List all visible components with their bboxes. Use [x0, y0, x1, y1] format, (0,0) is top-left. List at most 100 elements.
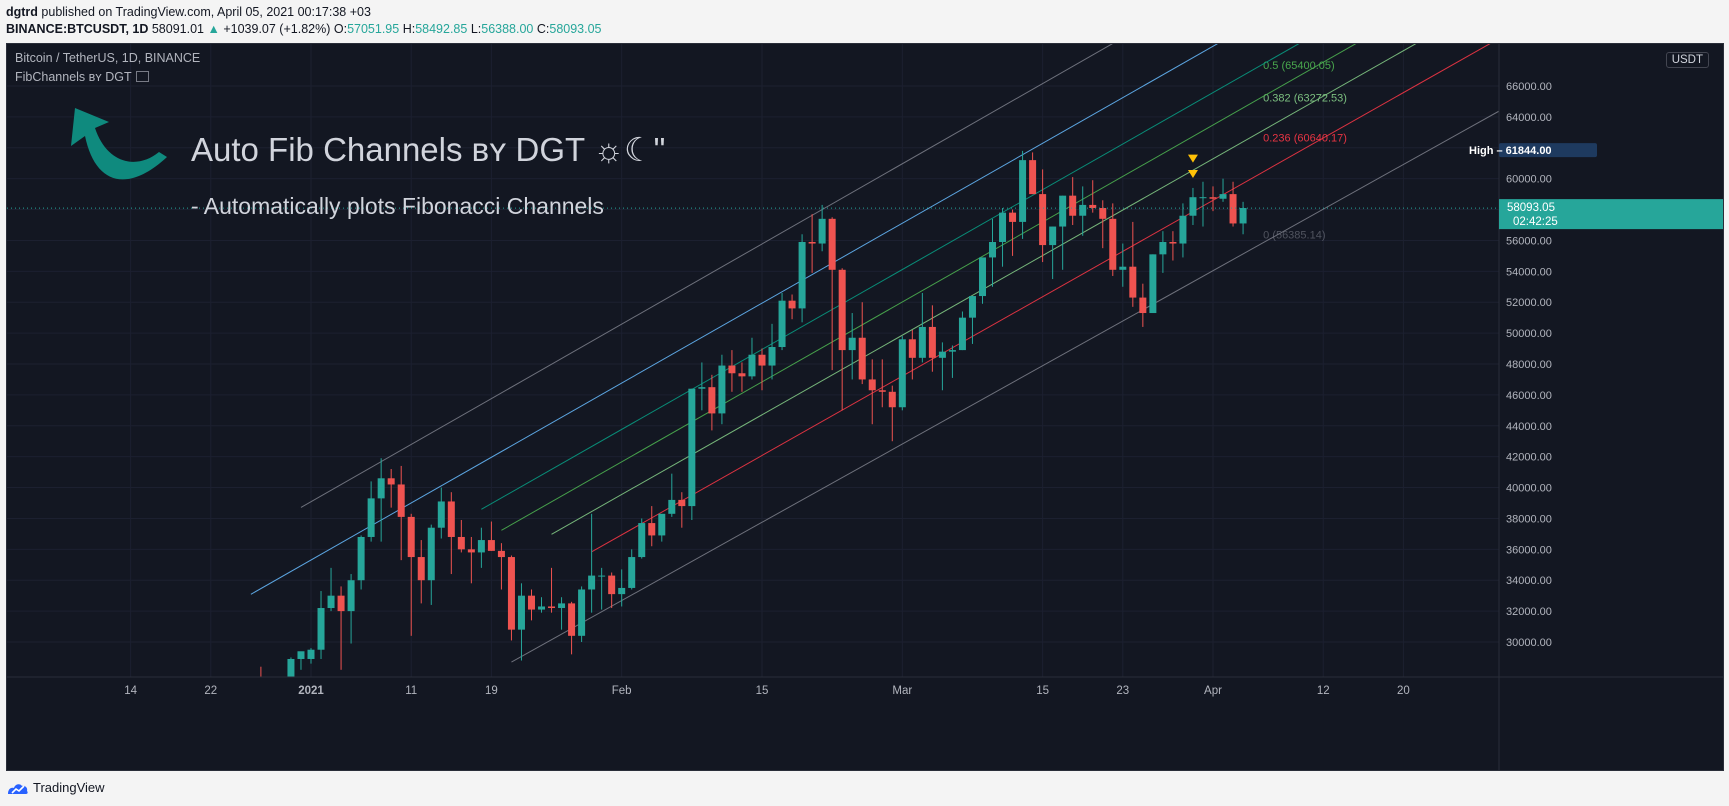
candle-body: [1149, 254, 1157, 314]
candle-body: [598, 575, 606, 577]
candle-body: [1209, 197, 1217, 199]
high-value: 58492.85: [415, 21, 468, 36]
candle-body: [447, 501, 455, 537]
candle-body: [247, 698, 254, 724]
change-value: +1039.07 (+1.82%): [223, 21, 331, 36]
indicator-settings-icon[interactable]: [135, 71, 149, 82]
candle-body: [497, 550, 505, 558]
candle-body: [1049, 226, 1057, 246]
fib-label-0: 0 (56385.14): [1263, 229, 1325, 241]
last-value: 58091.01: [151, 21, 204, 36]
candle-body: [1129, 266, 1137, 298]
time-tick-label: 23: [1116, 685, 1129, 697]
candle-body: [397, 484, 405, 517]
candle-body: [558, 603, 566, 609]
plot-area: 0 (56385.14) 0.236 (60640.17) 0.382 (63272…: [7, 44, 1499, 747]
annotation-subtitle: - Automatically plots Fibonacci Channels: [191, 193, 604, 219]
candle-body: [568, 603, 576, 636]
legend-indicator[interactable]: FibChannels ʙʏ DGT: [15, 70, 149, 84]
candle-body: [357, 536, 365, 581]
candle-body: [457, 536, 465, 550]
high-label: H:: [402, 21, 416, 36]
fib-line-0: [511, 110, 1499, 663]
chart-pane[interactable]: 0 (56385.14) 0.236 (60640.17) 0.382 (63272…: [6, 43, 1724, 771]
time-tick-label: Apr: [1204, 685, 1222, 697]
footer-brand[interactable]: TradingView: [33, 780, 105, 795]
price-tick-label: 48000.00: [1506, 359, 1552, 371]
candle-body: [1219, 194, 1227, 199]
author[interactable]: dgtrd: [6, 5, 38, 19]
candle-body: [1159, 241, 1167, 255]
candle-body: [1029, 160, 1037, 195]
annotation-arrow-shape: [71, 108, 167, 180]
indicator-name[interactable]: FibChannels ʙʏ DGT: [15, 70, 132, 84]
candle-body: [968, 296, 976, 318]
fib-line-0.236: [591, 44, 1491, 553]
candle-body: [858, 337, 866, 380]
symbol-interval: BINANCE:BTCUSDT, 1D: [6, 21, 149, 36]
candle-body: [538, 606, 546, 610]
candle-body: [798, 241, 806, 309]
candle-body: [1189, 197, 1197, 216]
candle-body: [377, 478, 385, 499]
candle-body: [768, 347, 776, 366]
candle-body: [1089, 204, 1097, 209]
candle-body: [708, 387, 716, 414]
fib-line-0.5: [501, 44, 1357, 531]
price-tick-label: 64000.00: [1506, 112, 1552, 124]
low-label: L:: [470, 21, 482, 36]
candle-body: [608, 575, 616, 595]
candle-body: [668, 499, 676, 514]
candle-body: [658, 513, 666, 536]
time-tick-label: 11: [405, 685, 417, 697]
legend-symbol[interactable]: Bitcoin / TetherUS, 1D, BINANCE: [15, 51, 201, 65]
candle-body: [527, 595, 535, 610]
open-label: O:: [333, 21, 348, 36]
time-tick-label: 20: [1397, 685, 1410, 697]
candle-body: [918, 326, 926, 358]
candle-body: [237, 724, 244, 739]
currency-button[interactable]: USDT: [1665, 52, 1709, 68]
candle-body: [1199, 197, 1207, 199]
fib-line-0.382: [551, 44, 1417, 535]
countdown-text: 02:42:25: [1513, 216, 1558, 228]
candle-body: [828, 218, 836, 270]
price-tick-label: 66000.00: [1506, 81, 1552, 93]
candle-body: [507, 557, 515, 630]
chart-header: dgtrd published on TradingView.com, Apri…: [6, 4, 602, 37]
candle-body: [938, 351, 946, 358]
candle-body: [1039, 194, 1047, 246]
price-tick-label: 44000.00: [1506, 421, 1552, 433]
candle-body: [888, 391, 896, 408]
fib-label-0.236: 0.236 (60640.17): [1263, 133, 1347, 145]
price-tick-label: 46000.00: [1506, 390, 1552, 402]
candle-body: [1179, 215, 1187, 244]
time-tick-label: Mar: [892, 685, 912, 697]
candle-body: [367, 498, 375, 537]
candle-body: [908, 339, 916, 358]
high-badge-text: High – 61844.00: [1469, 145, 1552, 157]
candle-body: [948, 350, 956, 352]
candlestick-chart[interactable]: 0 (56385.14) 0.236 (60640.17) 0.382 (63272…: [7, 44, 1724, 771]
candle-body: [487, 540, 495, 551]
candle-body: [307, 649, 315, 659]
candle-body: [868, 379, 876, 391]
price-tick-label: 54000.00: [1506, 266, 1552, 278]
candle-body: [788, 300, 796, 309]
candle-body: [517, 595, 525, 630]
signal-triangle-down-icon: [1187, 154, 1198, 163]
candle-body: [958, 317, 966, 351]
candle-body: [628, 557, 636, 588]
candle-body: [758, 354, 766, 366]
high-badge-bg: [1499, 143, 1597, 158]
candle-body: [227, 739, 234, 747]
time-tick-label: 2021: [298, 685, 324, 697]
candle-body: [477, 540, 485, 553]
annotation-arrow-icon: [71, 108, 167, 180]
candle-body: [678, 499, 686, 507]
publish-line: dgtrd published on TradingView.com, Apri…: [6, 4, 602, 21]
candle-body: [387, 478, 395, 485]
candle-body: [578, 589, 586, 636]
tradingview-logo-icon[interactable]: [6, 780, 30, 796]
time-tick-label: 19: [485, 685, 498, 697]
